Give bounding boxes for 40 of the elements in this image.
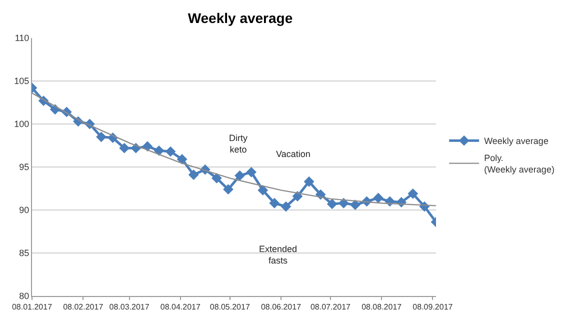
point	[176, 154, 188, 164]
point	[280, 201, 292, 212]
y-tick-label: 105	[14, 76, 30, 86]
point	[119, 142, 130, 154]
legend-label: Poly. (Weekly average)	[484, 152, 554, 175]
point	[223, 184, 234, 195]
x-tick-label: 08.03.2017	[109, 302, 150, 312]
x-tick-label: 08.02.2017	[63, 302, 104, 312]
y-tick-label: 100	[14, 119, 30, 130]
x-tick-label: 08.08.2017	[362, 302, 402, 312]
chart-title: Weekly average	[188, 10, 293, 26]
point	[96, 132, 106, 142]
point	[165, 146, 176, 157]
y-tick-label: 95	[19, 162, 30, 172]
annotation: Dirty keto	[229, 133, 248, 155]
point	[350, 200, 360, 210]
y-tick-label: 90	[19, 205, 30, 216]
y-tick-label: 85	[19, 248, 30, 258]
point	[188, 170, 199, 180]
annotation: Vacation	[276, 149, 310, 159]
point	[408, 188, 418, 199]
point	[234, 170, 245, 181]
x-tick-label: 08.06.2017	[260, 302, 302, 312]
point	[258, 185, 268, 196]
annotation: Extended fasts	[259, 244, 298, 266]
x-tick-label: 08.04.2017	[160, 302, 201, 312]
point	[304, 176, 314, 187]
point	[373, 192, 384, 204]
x-tick-label: 08.01.2017	[12, 302, 53, 312]
point	[211, 172, 222, 184]
point	[246, 166, 257, 178]
x-tick-label: 08.07.2017	[310, 302, 352, 312]
y-tick-label: 80	[19, 291, 30, 302]
point	[326, 198, 338, 210]
x-tick-label: 08.09.2017	[412, 302, 454, 312]
legend-label: Weekly average	[484, 136, 548, 146]
y-tick-label: 110	[14, 33, 30, 44]
point	[269, 198, 280, 208]
point	[154, 145, 164, 156]
x-tick-label: 08.05.2017	[210, 302, 250, 312]
